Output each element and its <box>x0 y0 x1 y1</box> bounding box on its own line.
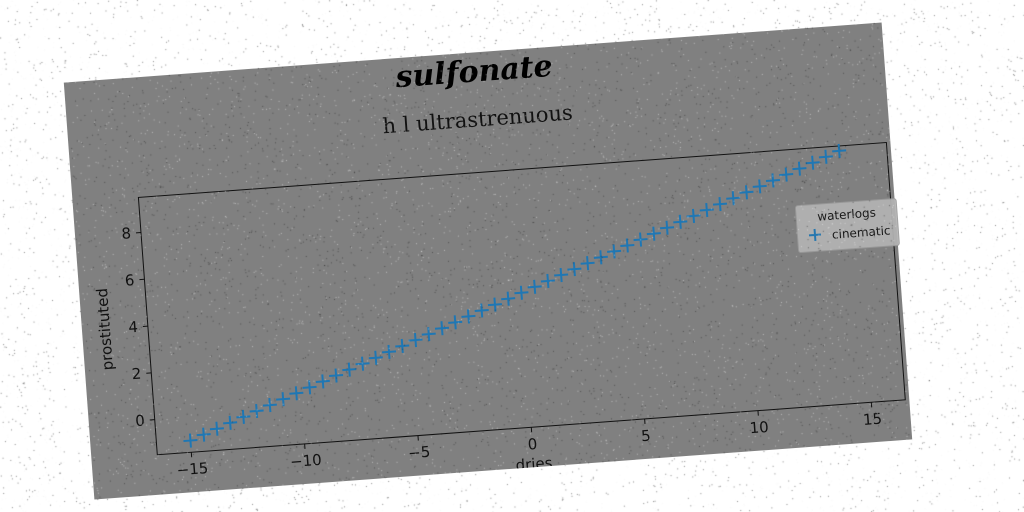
x-tick: 10 <box>748 410 769 437</box>
data-point <box>487 297 502 312</box>
data-point <box>765 173 780 188</box>
x-tick: −10 <box>289 443 322 471</box>
data-point <box>329 368 344 383</box>
y-tick: 4 <box>128 317 149 336</box>
x-tick-label: −10 <box>289 451 322 471</box>
y-tick: 0 <box>135 411 156 430</box>
data-point <box>567 262 582 277</box>
data-point <box>408 333 423 348</box>
data-point <box>646 226 661 241</box>
data-point <box>527 279 542 294</box>
data-point <box>421 327 436 342</box>
data-point <box>818 149 833 164</box>
data-point <box>673 214 688 229</box>
data-point <box>501 291 516 306</box>
data-point <box>660 220 675 235</box>
data-point <box>236 409 251 424</box>
x-tick: 5 <box>640 419 651 446</box>
data-point <box>262 398 277 413</box>
x-axis-label: dries <box>515 454 553 475</box>
data-point <box>315 374 330 389</box>
data-point <box>792 161 807 176</box>
y-tick: 2 <box>131 364 152 383</box>
data-point <box>607 244 622 259</box>
data-point <box>805 155 820 170</box>
data-point <box>633 232 648 247</box>
x-tick-label: 5 <box>640 427 651 446</box>
data-point <box>382 344 397 359</box>
data-point <box>593 250 608 265</box>
data-point <box>249 403 264 418</box>
data-point <box>342 362 357 377</box>
data-point <box>196 427 211 442</box>
y-tick-label: 0 <box>135 411 146 430</box>
data-point <box>223 415 238 430</box>
x-tick-label: −5 <box>408 443 431 463</box>
chart-figure: sulfonate h l ultrastrenuous −15 −10 −5 0 5 1… <box>64 23 912 500</box>
data-point <box>368 350 383 365</box>
y-tick-label: 8 <box>121 224 132 243</box>
series-cinematic <box>165 143 864 448</box>
data-point <box>289 386 304 401</box>
data-point <box>302 380 317 395</box>
y-tick: 6 <box>124 270 145 289</box>
data-point <box>448 315 463 330</box>
x-tick-label: 10 <box>749 418 769 437</box>
data-point <box>434 321 449 336</box>
legend-label-cinematic: cinematic <box>831 223 890 241</box>
data-point <box>183 433 198 448</box>
data-point <box>395 338 410 353</box>
data-point <box>276 392 291 407</box>
data-point <box>209 421 224 436</box>
x-tick: 15 <box>862 402 883 429</box>
data-point <box>699 203 714 218</box>
y-axis-label: prostituted <box>93 287 117 371</box>
data-point <box>739 185 754 200</box>
data-point <box>620 238 635 253</box>
data-point <box>514 285 529 300</box>
legend-marker-plus-icon <box>807 227 822 242</box>
data-point <box>726 191 741 206</box>
data-point <box>355 356 370 371</box>
data-point <box>713 197 728 212</box>
x-axis-ticks: −15 −10 −5 0 5 10 15 <box>176 402 883 480</box>
data-point <box>686 208 701 223</box>
y-tick-label: 6 <box>124 271 135 290</box>
x-tick-label: −15 <box>176 459 209 479</box>
x-tick-label: 15 <box>862 410 882 429</box>
x-tick: −5 <box>407 435 431 463</box>
x-tick-label: 0 <box>527 435 538 454</box>
x-tick: −15 <box>176 451 209 479</box>
data-point <box>580 256 595 271</box>
data-point <box>540 273 555 288</box>
y-axis-ticks: 0 2 4 6 8 <box>121 224 156 431</box>
legend-title: waterlogs <box>796 204 897 225</box>
data-point <box>752 179 767 194</box>
data-point <box>779 167 794 182</box>
y-tick-label: 2 <box>131 365 142 384</box>
legend: waterlogs cinematic <box>795 198 900 253</box>
data-point <box>461 309 476 324</box>
data-point <box>554 268 569 283</box>
chart-svg: −15 −10 −5 0 5 10 15 0 2 4 6 8 dries prostituted <box>64 23 912 500</box>
y-tick-label: 4 <box>128 318 139 337</box>
y-tick: 8 <box>121 224 142 243</box>
x-tick: 0 <box>527 427 538 454</box>
data-point <box>474 303 489 318</box>
